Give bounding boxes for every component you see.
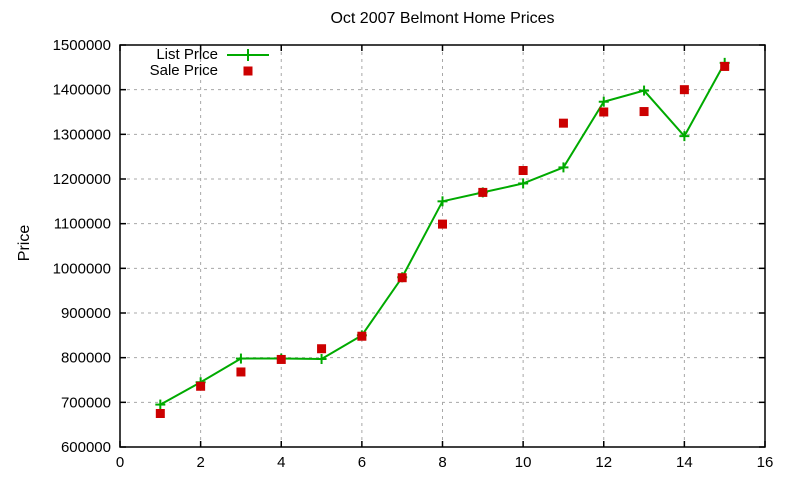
y-tick-label: 1200000 <box>53 171 111 188</box>
x-tick-label: 10 <box>515 454 532 471</box>
y-tick-label: 600000 <box>61 439 111 456</box>
y-tick-label: 1500000 <box>53 37 111 54</box>
tick-labels: 0 2 4 6 8 10 12 14 16 600000 700000 800000 900000 100… <box>53 37 774 471</box>
x-tick-label: 14 <box>676 454 693 471</box>
chart-title: Oct 2007 Belmont Home Prices <box>330 10 555 27</box>
x-tick-label: 4 <box>277 454 285 471</box>
series-sale-price <box>155 61 730 418</box>
square-marker-icon <box>226 64 270 78</box>
legend-label-sale-price: Sale Price <box>149 62 218 79</box>
x-tick-label: 2 <box>196 454 204 471</box>
y-tick-label: 1000000 <box>53 260 111 277</box>
y-tick-label: 700000 <box>61 394 111 411</box>
y-tick-label: 900000 <box>61 305 111 322</box>
x-tick-label: 8 <box>438 454 446 471</box>
x-tick-label: 12 <box>595 454 612 471</box>
x-tick-label: 6 <box>358 454 366 471</box>
y-tick-label: 1300000 <box>53 126 111 143</box>
gridlines <box>120 45 765 447</box>
y-tick-label: 800000 <box>61 350 111 367</box>
legend: List Price Sale Price <box>130 47 270 79</box>
legend-label-list-price: List Price <box>156 46 218 63</box>
x-tick-label: 16 <box>757 454 774 471</box>
legend-item-sale-price: Sale Price <box>130 63 270 79</box>
axes <box>119 44 766 448</box>
y-tick-label: 1100000 <box>54 216 111 233</box>
x-tick-label: 0 <box>116 454 124 471</box>
line-plus-marker-icon <box>226 48 270 62</box>
legend-item-list-price: List Price <box>130 47 270 63</box>
y-tick-label: 1400000 <box>53 82 111 99</box>
